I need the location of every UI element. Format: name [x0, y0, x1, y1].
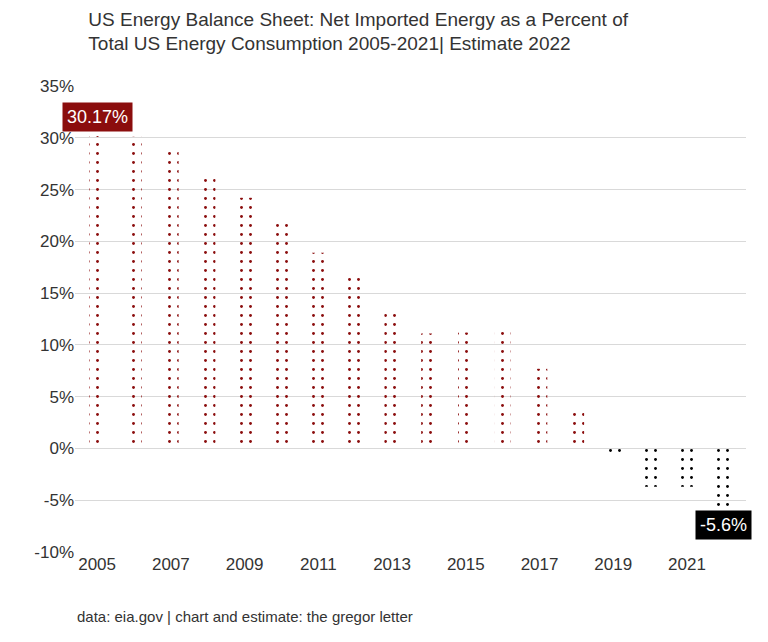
svg-text:2015: 2015 — [447, 555, 485, 574]
svg-text:-10%: -10% — [34, 543, 74, 562]
svg-text:2021: 2021 — [668, 555, 706, 574]
svg-text:2013: 2013 — [373, 555, 411, 574]
svg-text:-5%: -5% — [44, 491, 74, 510]
svg-text:30.17%: 30.17% — [67, 107, 128, 127]
svg-text:2009: 2009 — [226, 555, 264, 574]
svg-text:2005: 2005 — [78, 555, 116, 574]
svg-text:-5.6%: -5.6% — [700, 515, 747, 535]
svg-text:20%: 20% — [40, 232, 74, 251]
svg-text:10%: 10% — [40, 336, 74, 355]
svg-text:5%: 5% — [49, 388, 74, 407]
svg-text:2007: 2007 — [152, 555, 190, 574]
svg-text:2019: 2019 — [594, 555, 632, 574]
svg-text:data: eia.gov | chart and esti: data: eia.gov | chart and estimate: the … — [77, 608, 413, 625]
svg-text:25%: 25% — [40, 181, 74, 200]
svg-text:2017: 2017 — [521, 555, 559, 574]
svg-text:15%: 15% — [40, 284, 74, 303]
svg-text:30%: 30% — [40, 129, 74, 148]
svg-text:US Energy Balance Sheet: Net I: US Energy Balance Sheet: Net Imported En… — [88, 9, 628, 55]
svg-text:35%: 35% — [40, 77, 74, 96]
svg-text:2011: 2011 — [300, 555, 337, 574]
svg-text:0%: 0% — [49, 439, 74, 458]
